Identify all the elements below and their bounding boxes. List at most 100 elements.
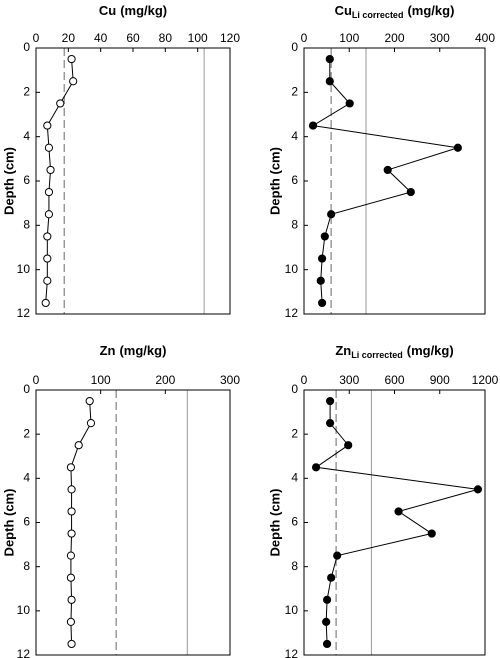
data-point bbox=[318, 254, 327, 263]
data-point bbox=[86, 419, 96, 428]
x-tick-label: 100 bbox=[339, 31, 359, 45]
panel: ZnLi corrected (mg/kg) Depth (cm) 0 300 600 90… bbox=[267, 343, 498, 658]
data-point bbox=[43, 254, 52, 263]
title-subscript: Li corrected bbox=[352, 10, 404, 20]
data-point bbox=[325, 77, 334, 86]
data-point bbox=[325, 396, 335, 406]
y-tick-label: 0 bbox=[291, 382, 298, 396]
data-point bbox=[43, 121, 52, 130]
y-tick-label: 0 bbox=[23, 382, 30, 396]
y-tick-label: 10 bbox=[17, 262, 31, 276]
data-point bbox=[327, 210, 336, 219]
y-tick-label: 2 bbox=[291, 85, 298, 99]
x-tick-label: 200 bbox=[384, 31, 404, 45]
title-suffix: (mg/kg) bbox=[407, 343, 454, 358]
x-tick-label: 1200 bbox=[472, 373, 499, 387]
x-tick-label: 100 bbox=[188, 31, 208, 45]
data-point bbox=[43, 276, 52, 285]
data-point bbox=[66, 551, 76, 560]
data-point bbox=[473, 485, 483, 494]
y-tick-label: 8 bbox=[23, 559, 30, 573]
y-tick-label: 6 bbox=[291, 173, 298, 187]
data-point bbox=[325, 419, 335, 428]
y-tick-label: 12 bbox=[285, 306, 299, 320]
data-point bbox=[327, 573, 336, 582]
y-tick-label: 10 bbox=[285, 603, 299, 617]
data-point bbox=[322, 595, 332, 604]
data-point bbox=[316, 276, 325, 285]
data-point bbox=[66, 463, 76, 472]
y-tick-label: 4 bbox=[23, 471, 30, 485]
data-point bbox=[66, 617, 76, 626]
plot-frame bbox=[35, 47, 231, 315]
data-point bbox=[383, 165, 392, 175]
panel: Zn (mg/kg) Depth (cm) 0 100 200 300 0 2 4 6 8 10 12 bbox=[1, 343, 240, 658]
y-axis-label: Depth (cm) bbox=[267, 147, 282, 215]
y-tick-label: 8 bbox=[23, 218, 30, 232]
data-line bbox=[314, 401, 479, 644]
data-point bbox=[67, 485, 76, 494]
x-tick-label: 0 bbox=[33, 31, 40, 45]
data-point bbox=[74, 441, 83, 450]
y-axis-label: Depth (cm) bbox=[1, 489, 16, 557]
y-tick-label: 6 bbox=[23, 515, 30, 529]
y-tick-label: 12 bbox=[17, 306, 31, 320]
y-tick-label: 4 bbox=[23, 129, 30, 143]
y-tick-label: 4 bbox=[291, 471, 298, 485]
x-tick-label: 120 bbox=[220, 31, 240, 45]
panel-title: ZnLi corrected (mg/kg) bbox=[335, 343, 453, 360]
title-main: Zn bbox=[335, 343, 351, 358]
data-point bbox=[67, 54, 76, 64]
x-tick-label: 40 bbox=[94, 31, 108, 45]
x-tick-label: 80 bbox=[159, 31, 173, 45]
x-tick-label: 400 bbox=[475, 31, 495, 45]
y-tick-label: 0 bbox=[23, 40, 30, 54]
title-main: Cu bbox=[99, 3, 116, 18]
data-point bbox=[322, 617, 331, 626]
x-tick-label: 0 bbox=[33, 373, 40, 387]
data-point bbox=[67, 639, 76, 649]
panel-title: Zn (mg/kg) bbox=[100, 343, 167, 358]
data-point bbox=[311, 463, 321, 472]
data-line bbox=[311, 59, 459, 303]
title-main: Cu bbox=[335, 3, 352, 18]
x-tick-label: 100 bbox=[91, 373, 111, 387]
y-tick-label: 2 bbox=[23, 85, 30, 99]
x-tick-label: 300 bbox=[339, 373, 359, 387]
y-tick-label: 6 bbox=[23, 173, 30, 187]
x-tick-label: 300 bbox=[430, 31, 450, 45]
data-point bbox=[394, 507, 403, 516]
data-point bbox=[67, 595, 76, 604]
y-tick-label: 12 bbox=[285, 647, 299, 658]
data-point bbox=[333, 551, 342, 560]
x-tick-label: 0 bbox=[301, 31, 308, 45]
data-point bbox=[308, 121, 318, 130]
data-point bbox=[320, 232, 329, 241]
panel-title: Cu (mg/kg) bbox=[99, 3, 167, 18]
data-point bbox=[44, 143, 54, 152]
y-tick-label: 2 bbox=[291, 426, 298, 440]
y-tick-label: 12 bbox=[17, 647, 31, 658]
plot-frame bbox=[303, 47, 486, 315]
data-point bbox=[345, 99, 354, 108]
x-tick-label: 20 bbox=[62, 31, 76, 45]
data-point bbox=[44, 187, 54, 197]
title-main: Zn bbox=[100, 343, 116, 358]
y-tick-label: 6 bbox=[291, 515, 298, 529]
title-suffix: (mg/kg) bbox=[120, 3, 167, 18]
x-tick-label: 200 bbox=[155, 373, 175, 387]
plot-frame bbox=[35, 389, 231, 656]
x-tick-label: 600 bbox=[384, 373, 404, 387]
title-suffix: (mg/kg) bbox=[407, 3, 454, 18]
y-tick-label: 0 bbox=[291, 40, 298, 54]
y-tick-label: 10 bbox=[285, 262, 299, 276]
x-tick-label: 60 bbox=[126, 31, 140, 45]
title-subscript: Li corrected bbox=[351, 350, 403, 360]
data-point bbox=[318, 298, 327, 308]
y-tick-label: 8 bbox=[291, 218, 298, 232]
data-point bbox=[41, 298, 50, 308]
data-point bbox=[66, 573, 76, 582]
y-axis-label: Depth (cm) bbox=[267, 489, 282, 557]
